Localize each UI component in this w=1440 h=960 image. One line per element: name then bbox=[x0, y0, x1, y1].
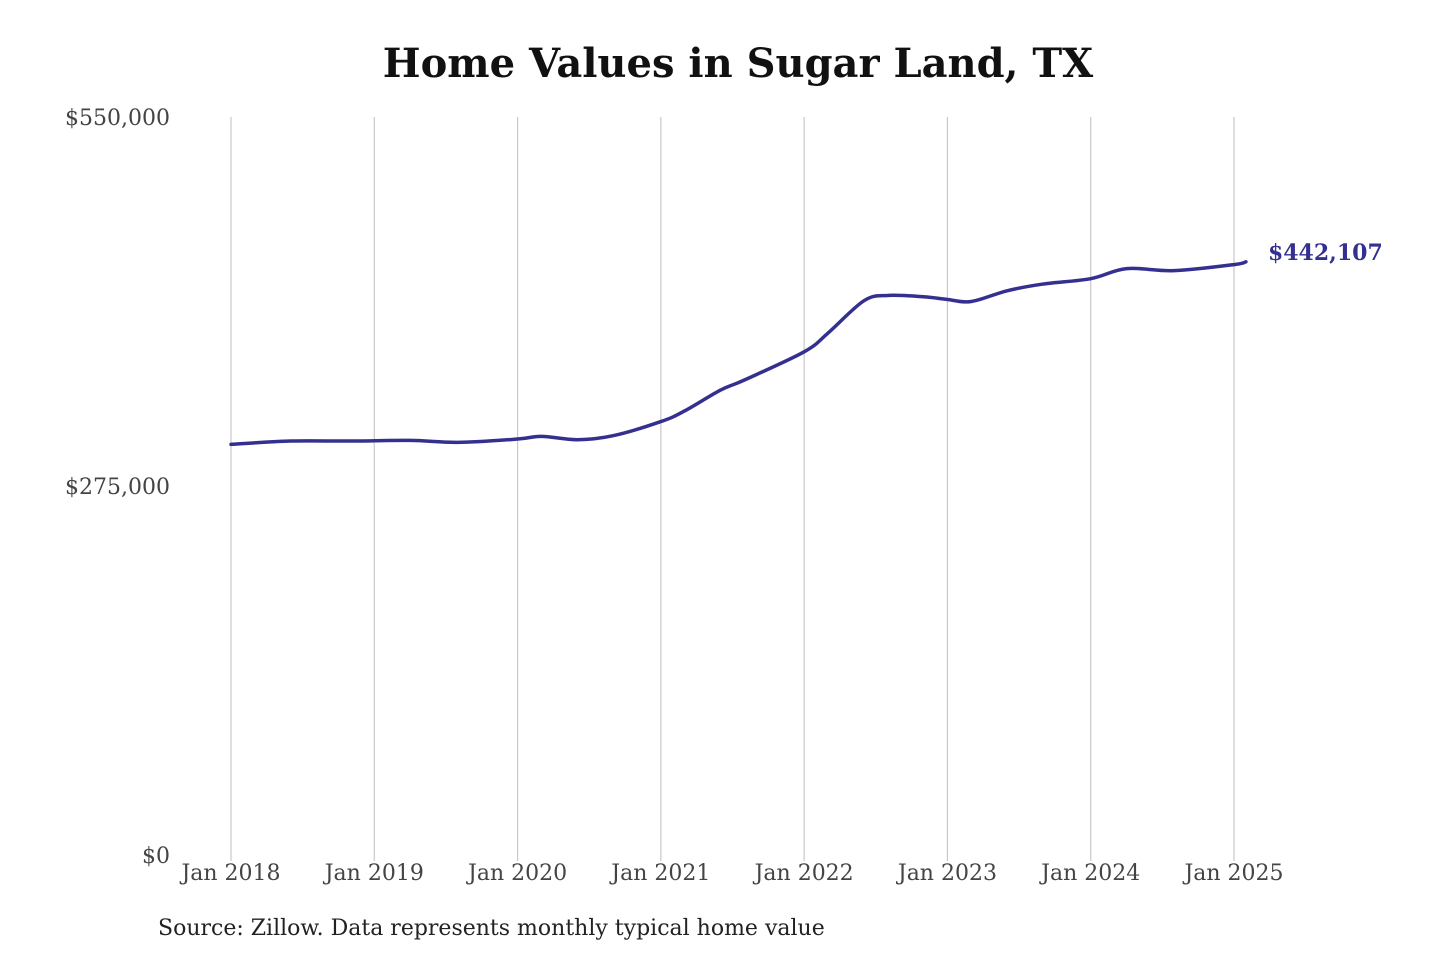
x-axis-tick-labels: Jan 2018 Jan 2019 Jan 2020 Jan 2021 Jan 2022… bbox=[179, 861, 1283, 886]
end-value-label: $442,107 bbox=[1268, 240, 1383, 266]
y-axis-tick-labels: $0 $275,000 $550,000 bbox=[65, 106, 170, 869]
vertical-gridlines bbox=[230, 117, 1235, 861]
y-tick-label-1: $275,000 bbox=[65, 475, 170, 500]
x-tick-label-0: Jan 2018 bbox=[179, 861, 280, 886]
x-tick-label-2: Jan 2020 bbox=[466, 861, 567, 886]
end-value-label-layer: $442,107 bbox=[1268, 240, 1383, 266]
chart-title: Home Values in Sugar Land, TX bbox=[382, 40, 1094, 87]
x-tick-label-6: Jan 2024 bbox=[1039, 861, 1140, 886]
y-tick-label-2: $550,000 bbox=[65, 106, 170, 131]
x-tick-label-4: Jan 2022 bbox=[753, 861, 854, 886]
x-tick-label-1: Jan 2019 bbox=[323, 861, 424, 886]
x-tick-label-7: Jan 2025 bbox=[1182, 861, 1283, 886]
x-tick-label-5: Jan 2023 bbox=[896, 861, 997, 886]
source-note: Source: Zillow. Data represents monthly … bbox=[158, 916, 825, 941]
y-tick-label-0: $0 bbox=[142, 844, 170, 869]
series-layer bbox=[229, 260, 1248, 447]
x-tick-label-3: Jan 2021 bbox=[609, 861, 710, 886]
series-line-home-value bbox=[229, 260, 1248, 447]
